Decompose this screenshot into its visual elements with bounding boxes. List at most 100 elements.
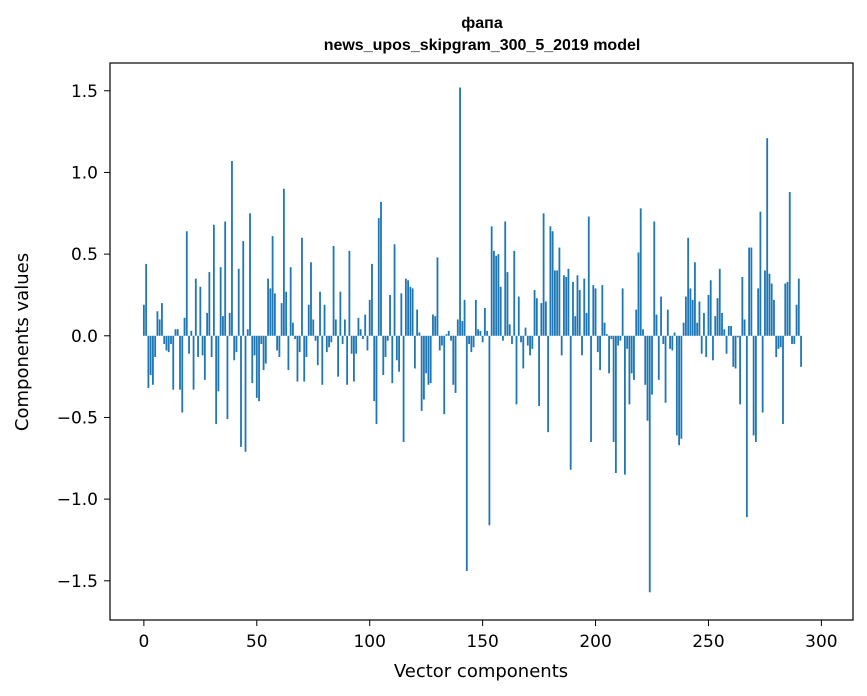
bar-component-67 (294, 335, 297, 340)
bar-component-138 (454, 335, 457, 393)
bar-component-57 (271, 236, 274, 336)
bar-component-183 (556, 270, 559, 336)
bar-component-66 (292, 322, 294, 336)
bar-component-222 (644, 335, 647, 385)
bar-component-243 (691, 299, 694, 336)
bar-component-167 (520, 335, 522, 343)
bar-component-89 (343, 319, 346, 336)
chart-title-line2: news_upos_skipgram_300_5_2019 model (324, 37, 641, 54)
bar-component-54 (264, 335, 267, 364)
bar-component-123 (420, 335, 423, 411)
bar-component-256 (721, 312, 723, 336)
bar-component-122 (418, 332, 421, 336)
bar-component-5 (154, 335, 157, 358)
bar-component-27 (203, 335, 206, 380)
chart-title-line1: фапа (461, 15, 503, 32)
x-axis-label: Vector components (394, 661, 568, 682)
bar-component-39 (231, 161, 233, 336)
bar-component-98 (364, 314, 367, 336)
bar-component-262 (734, 335, 737, 369)
bar-component-245 (696, 322, 699, 336)
bar-component-116 (404, 278, 407, 336)
bar-component-158 (499, 286, 502, 336)
bar-component-74 (310, 262, 312, 336)
bar-component-58 (273, 293, 276, 336)
bar-component-208 (612, 335, 615, 442)
bar-component-79 (321, 335, 324, 385)
bar-component-20 (188, 335, 190, 354)
bar-component-53 (262, 335, 265, 371)
bar-component-160 (504, 221, 507, 336)
bar-component-271 (754, 335, 757, 442)
y-tick-label: 0.5 (71, 245, 98, 265)
bar-component-36 (224, 221, 227, 336)
bar-component-197 (587, 216, 590, 336)
bar-component-133 (443, 335, 446, 415)
bar-component-181 (551, 231, 554, 336)
bar-component-0 (142, 304, 145, 336)
bar-component-114 (400, 293, 403, 336)
bar-component-244 (694, 262, 696, 336)
bar-component-226 (653, 221, 656, 336)
bar-component-33 (217, 335, 220, 392)
bar-component-189 (569, 335, 572, 470)
y-tick-label: 1.5 (71, 82, 98, 102)
y-tick-label: 1.0 (71, 163, 98, 183)
bar-component-91 (348, 250, 351, 336)
bar-component-193 (578, 290, 581, 336)
bar-component-169 (524, 327, 527, 336)
bar-component-199 (592, 285, 595, 336)
bar-component-61 (280, 303, 283, 336)
plot-frame (109, 62, 854, 621)
bar-component-10 (165, 335, 168, 351)
bar-component-35 (222, 316, 224, 336)
bar-component-14 (174, 329, 177, 336)
bar-component-179 (547, 335, 550, 433)
bar-component-26 (201, 335, 204, 356)
bar-component-140 (459, 87, 461, 336)
bar-component-266 (743, 319, 746, 336)
y-tick-label: 0.0 (71, 327, 98, 347)
bar-component-247 (700, 335, 703, 354)
bar-component-144 (468, 335, 470, 344)
bar-component-155 (493, 250, 495, 336)
bar-component-75 (312, 319, 315, 336)
bar-component-99 (366, 335, 369, 351)
bar-component-102 (373, 335, 376, 402)
bar-component-117 (407, 280, 410, 336)
bar-component-129 (434, 316, 437, 336)
bar-component-234 (671, 335, 674, 351)
bar-component-232 (666, 309, 669, 336)
bar-component-143 (465, 335, 468, 571)
bar-component-188 (567, 268, 570, 336)
bar-component-278 (770, 283, 773, 336)
bar-component-56 (269, 288, 272, 336)
bar-component-84 (332, 245, 335, 336)
bar-component-230 (662, 335, 665, 344)
bar-component-171 (529, 335, 531, 356)
bar-component-24 (197, 335, 199, 358)
bar-component-65 (289, 267, 292, 336)
bar-component-83 (330, 335, 333, 343)
x-tick-label: 300 (805, 632, 837, 652)
bar-component-207 (610, 335, 613, 340)
bar-component-120 (413, 335, 416, 369)
x-tick-label: 50 (246, 632, 268, 652)
bar-component-202 (599, 335, 601, 371)
bar-component-32 (215, 335, 218, 424)
bar-component-204 (603, 322, 606, 336)
bar-component-214 (626, 335, 629, 349)
bar-component-135 (447, 330, 450, 336)
bar-component-246 (698, 301, 701, 336)
bar-component-170 (526, 335, 529, 346)
bar-component-229 (660, 296, 662, 336)
bar-component-180 (549, 226, 552, 336)
bar-component-241 (687, 237, 690, 336)
bar-component-286 (788, 192, 791, 336)
bar-component-198 (590, 335, 592, 442)
bar-component-43 (240, 335, 242, 447)
bar-component-100 (368, 299, 371, 336)
bar-component-45 (244, 335, 247, 452)
bar-component-31 (212, 224, 215, 336)
